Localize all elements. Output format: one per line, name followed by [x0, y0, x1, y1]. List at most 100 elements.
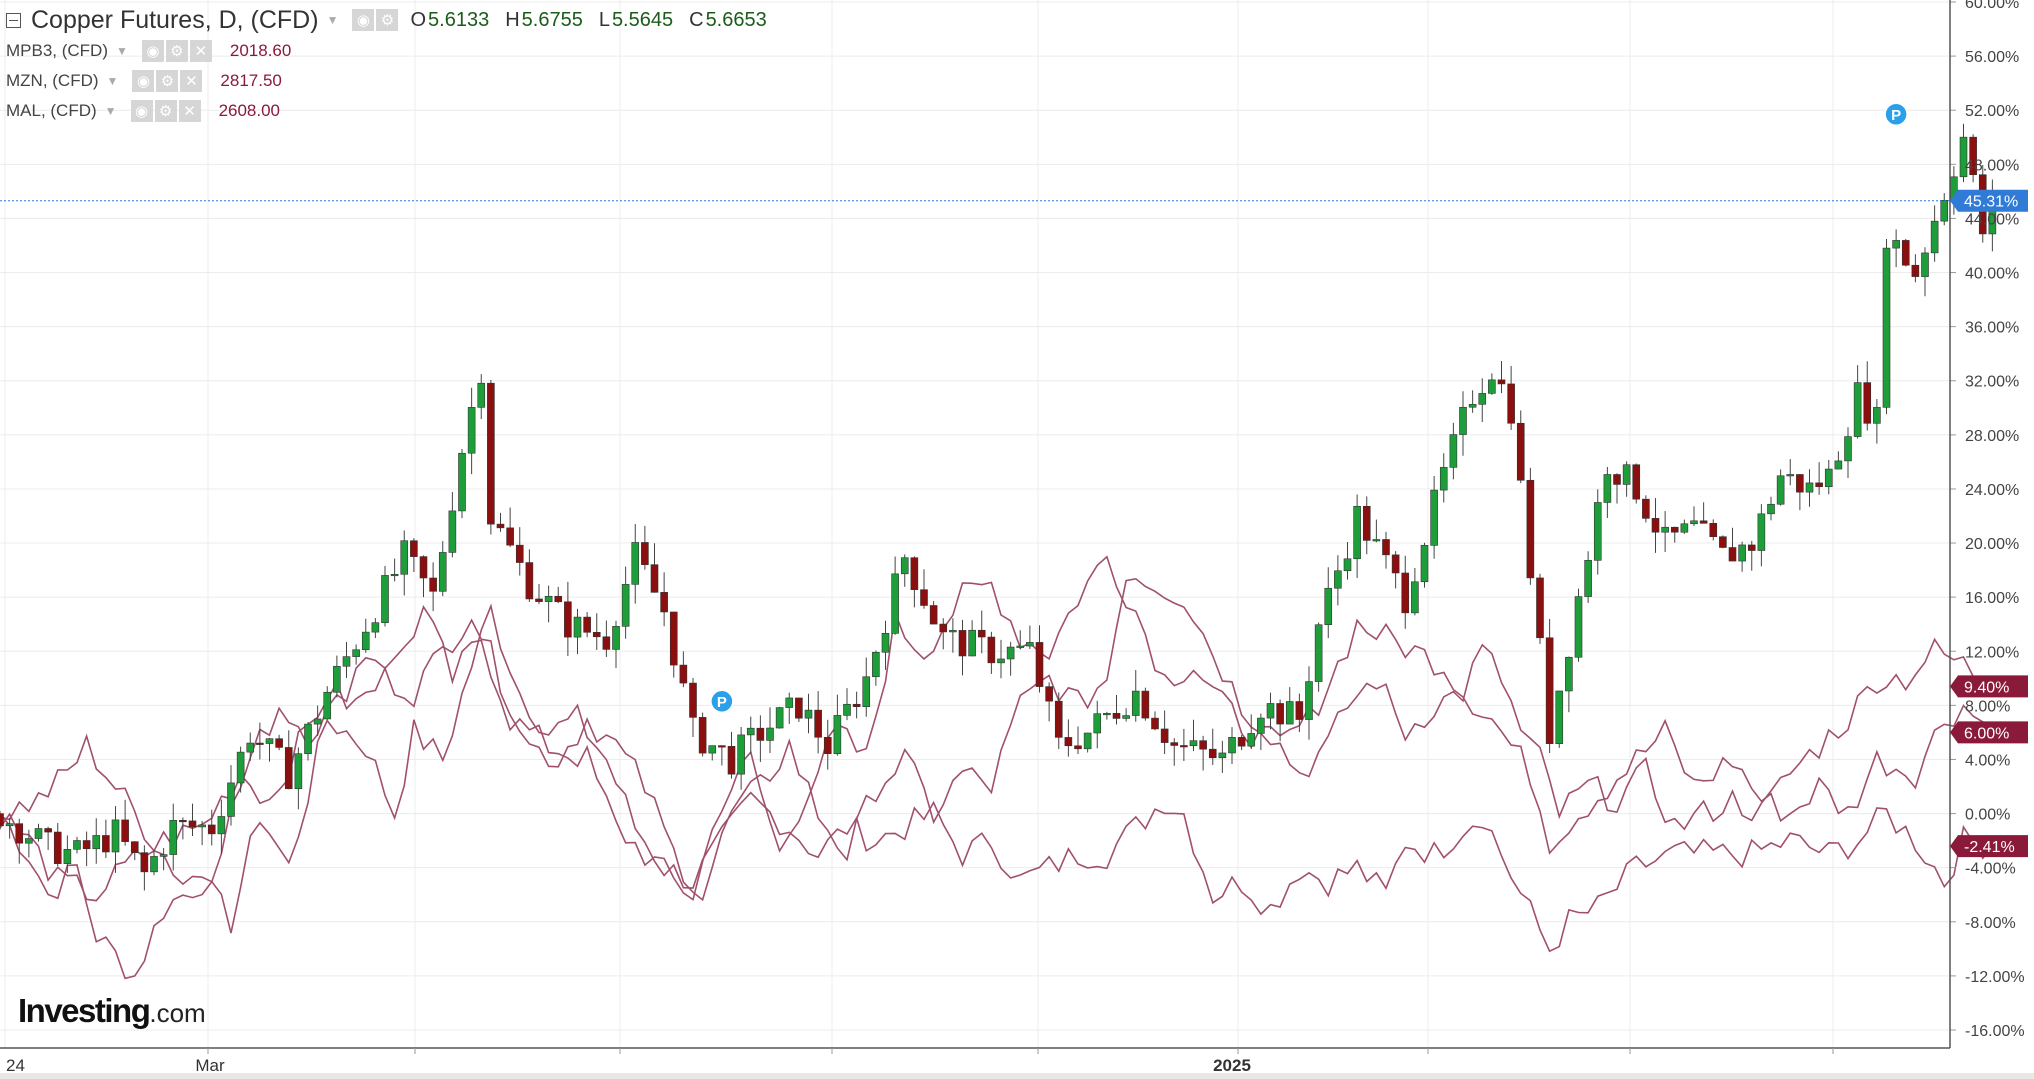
- candle-body: [641, 542, 649, 565]
- candle-body: [256, 742, 264, 745]
- candle-body: [1680, 523, 1689, 533]
- close-icon[interactable]: ✕: [189, 40, 212, 62]
- candle-body: [1815, 482, 1823, 488]
- candle-body: [1536, 577, 1544, 639]
- value-badge-label: 9.40%: [1964, 679, 2009, 696]
- candle-body: [669, 611, 678, 666]
- gear-icon[interactable]: ⚙: [376, 9, 399, 31]
- candle-body: [1776, 475, 1785, 505]
- scrollbar-track[interactable]: [0, 1073, 2034, 1079]
- candle-body: [775, 707, 784, 729]
- candle-body: [188, 820, 197, 828]
- candle-body: [1488, 379, 1496, 394]
- eye-icon[interactable]: ◉: [352, 9, 375, 31]
- gear-icon[interactable]: ⚙: [156, 70, 179, 92]
- candle-body: [852, 703, 861, 707]
- candle-body: [977, 629, 986, 638]
- candle-body: [1901, 240, 1910, 266]
- candle-body: [1189, 740, 1198, 747]
- candle-body: [949, 630, 957, 633]
- candle-body: [1208, 748, 1217, 759]
- candle-body: [1411, 581, 1419, 614]
- candle-body: [718, 745, 726, 748]
- chevron-down-icon[interactable]: ▼: [106, 74, 119, 88]
- candle-body: [313, 718, 322, 725]
- candle-body: [1796, 474, 1804, 493]
- candle-body: [746, 727, 755, 736]
- main-series-name[interactable]: Copper Futures, D, (CFD): [31, 5, 319, 34]
- candle-body: [1969, 136, 1977, 175]
- collapse-icon[interactable]: [6, 12, 21, 28]
- candle-body: [1016, 645, 1025, 648]
- candle-body: [1613, 474, 1621, 485]
- candle-body: [708, 745, 717, 754]
- gear-icon[interactable]: ⚙: [165, 40, 188, 62]
- chevron-down-icon[interactable]: ▼: [326, 13, 339, 27]
- candle-body: [1670, 526, 1679, 533]
- candle-body: [265, 738, 274, 744]
- eye-icon[interactable]: ◉: [141, 40, 164, 62]
- candle-body: [1382, 539, 1390, 556]
- pivot-marker[interactable]: [1884, 102, 1908, 127]
- candle-body: [1083, 732, 1092, 750]
- candle-body: [1449, 434, 1458, 468]
- comparison-name[interactable]: MZN, (CFD): [6, 71, 99, 90]
- y-tick-label: -8.00%: [1965, 915, 2016, 932]
- candle-body: [737, 734, 745, 775]
- candle-body: [1266, 703, 1275, 719]
- candle-body: [467, 407, 476, 454]
- comparison-series-line: [0, 577, 1993, 902]
- y-tick-label: 40.00%: [1965, 266, 2019, 283]
- series-tools: ◉ ⚙ ✕: [132, 70, 203, 92]
- value-badge: 6.00%: [1950, 721, 2028, 744]
- candle-body: [592, 632, 601, 638]
- candle-body: [1824, 468, 1833, 488]
- value-badge: 45.31%: [1950, 189, 2028, 212]
- comparison-name[interactable]: MAL, (CFD): [6, 101, 97, 120]
- y-tick-label: 8.00%: [1965, 698, 2010, 715]
- close-icon[interactable]: ✕: [180, 70, 203, 92]
- candle-body: [814, 709, 822, 738]
- candle-body: [1805, 482, 1814, 493]
- y-tick-label: -4.00%: [1965, 861, 2016, 878]
- candle-body: [1305, 681, 1313, 720]
- candle-body: [419, 556, 428, 579]
- candle-body: [1141, 690, 1150, 719]
- candle-body: [1478, 393, 1487, 405]
- y-tick-label: 20.00%: [1965, 536, 2019, 553]
- chart-overlays: PP: [0, 102, 1950, 714]
- comparison-price: 2018.60: [229, 41, 292, 60]
- investing-logo: Investing.com: [18, 992, 206, 1029]
- pivot-marker[interactable]: [710, 689, 734, 714]
- pivot-marker-label: P: [1891, 107, 1901, 124]
- candle-body: [1199, 740, 1207, 750]
- y-tick-label: 4.00%: [1965, 752, 2010, 769]
- candle-body: [1064, 737, 1073, 747]
- candle-body: [756, 727, 765, 741]
- candle-body: [929, 605, 938, 625]
- candle-body: [689, 682, 697, 718]
- candle-body: [535, 598, 543, 602]
- y-tick-label: 36.00%: [1965, 320, 2019, 337]
- candle-body: [246, 742, 255, 753]
- gear-icon[interactable]: ⚙: [154, 100, 177, 122]
- eye-icon[interactable]: ◉: [132, 70, 155, 92]
- candle-body: [1112, 713, 1121, 719]
- candle-body: [1574, 596, 1583, 658]
- value-badge-bg: [1950, 721, 2028, 744]
- candle-body: [0, 813, 4, 827]
- y-tick-label: 60.00%: [1965, 0, 2019, 12]
- close-icon[interactable]: ✕: [178, 100, 201, 122]
- eye-icon[interactable]: ◉: [130, 100, 153, 122]
- candle-body: [150, 856, 158, 873]
- candle-body: [968, 629, 976, 657]
- candle-body: [352, 649, 360, 657]
- candle-body: [1844, 436, 1852, 462]
- chevron-down-icon[interactable]: ▼: [116, 44, 128, 58]
- series-tools: ◉ ⚙ ✕: [141, 40, 212, 62]
- candle-body: [939, 623, 948, 633]
- comparison-name[interactable]: MPB3, (CFD): [6, 41, 108, 60]
- chevron-down-icon[interactable]: ▼: [104, 104, 117, 118]
- candle-body: [236, 751, 245, 784]
